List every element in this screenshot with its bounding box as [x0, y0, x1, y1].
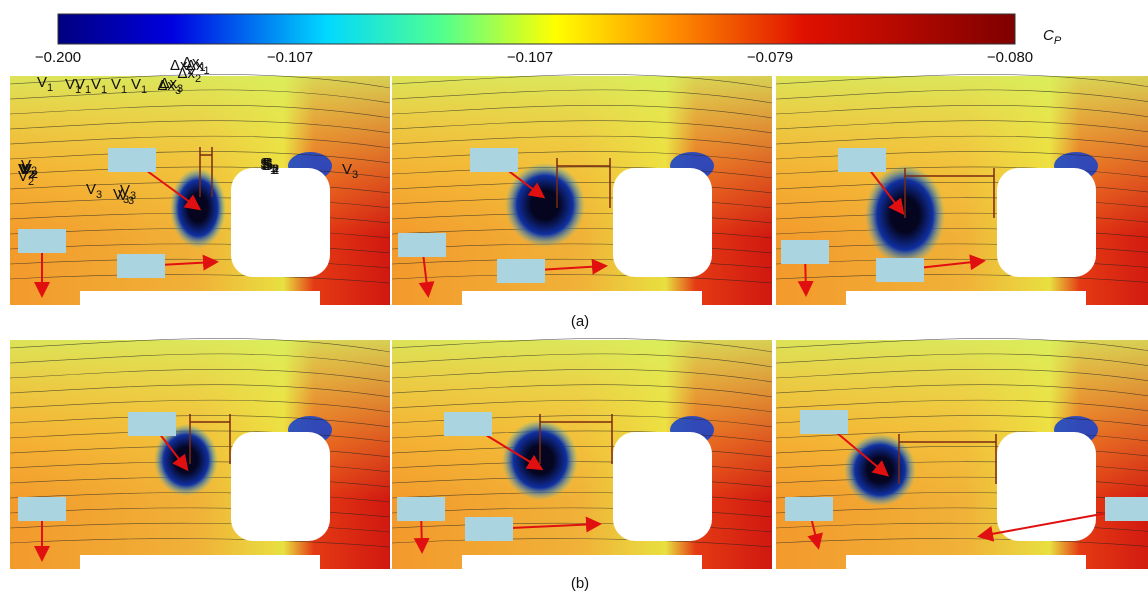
- body-label-sub: 3: [272, 165, 278, 177]
- vortex-label-box: [781, 240, 829, 264]
- ground: [846, 555, 1086, 569]
- bluff-body: [231, 432, 330, 541]
- vortex-label-main: V: [131, 76, 141, 93]
- vortex-label-sub: 1: [47, 82, 53, 94]
- vortex-label-sub: 1: [75, 84, 81, 96]
- vortex: [505, 163, 585, 247]
- vortex-label-box: [470, 148, 518, 172]
- colorbar-tick-label: −0.200: [35, 49, 81, 66]
- bluff-body: [231, 168, 330, 277]
- vortex-label-main: V: [111, 76, 121, 93]
- vortex-label-sub: 3: [96, 189, 102, 201]
- vortex-label-main: V: [37, 74, 47, 91]
- flow-panel: [392, 74, 772, 305]
- vortex-label-sub: 1: [121, 84, 127, 96]
- colorbar-label: CP: [1043, 27, 1062, 47]
- flow-panel: [392, 338, 772, 569]
- vortex-label-sub: 1: [141, 84, 147, 96]
- vortex-label-box: [444, 412, 492, 436]
- gap-label-main: Δx: [170, 57, 188, 74]
- vortex-label-main: V: [342, 161, 352, 178]
- flow-panel: [10, 338, 390, 569]
- vortex-label-main: V: [22, 161, 32, 178]
- vortex-label-main: V: [86, 181, 96, 198]
- flow-panel: [776, 338, 1148, 569]
- vortex-label-box: [117, 254, 165, 278]
- colorbar-tick-label: −0.079: [747, 49, 793, 66]
- vortex-label-box: [800, 410, 848, 434]
- colorbar-tick-label: −0.080: [987, 49, 1033, 66]
- row-caption: (b): [571, 575, 589, 592]
- vortex-label-box: [1105, 497, 1148, 521]
- ground: [462, 291, 702, 305]
- gap-label-sub: 1: [204, 65, 210, 77]
- gap-label-sub: 2: [188, 65, 194, 77]
- vortex-label-sub: 3: [352, 169, 358, 181]
- vortex-label-box: [465, 517, 513, 541]
- colorbar-tick-label: −0.107: [267, 49, 313, 66]
- ground: [80, 555, 320, 569]
- flow-panel: [776, 74, 1148, 305]
- row-caption: (a): [571, 313, 589, 330]
- vortex-label-box: [876, 258, 924, 282]
- colorbar: [58, 14, 1015, 44]
- vortex-label-box: [838, 148, 886, 172]
- vortex-label-sub: 1: [85, 84, 91, 96]
- vortex-label-box: [397, 497, 445, 521]
- vortex-label-box: [108, 148, 156, 172]
- pressure-overlay: [392, 340, 772, 569]
- vortex-label-sub: 3: [123, 194, 129, 206]
- vortex-label-main: V: [65, 76, 75, 93]
- vortex-label-box: [18, 229, 66, 253]
- vortex-label-main: V: [91, 76, 101, 93]
- figure: −0.200−0.107−0.107−0.079−0.080CPΔx1S1V1V…: [0, 0, 1148, 597]
- gap-label-sub: 2: [195, 73, 201, 85]
- vortex-label-sub: 2: [32, 169, 38, 181]
- vortex-label-box: [785, 497, 833, 521]
- vortex-label-sub: 1: [101, 84, 107, 96]
- vortex-label-main: V: [113, 186, 123, 203]
- bluff-body: [613, 432, 712, 541]
- vortex-label-box: [18, 497, 66, 521]
- gap-label-sub: 3: [175, 85, 181, 97]
- vortex-label-box: [398, 233, 446, 257]
- bluff-body: [613, 168, 712, 277]
- ground: [846, 291, 1086, 305]
- colorbar-label-sub: P: [1054, 35, 1062, 47]
- vortex-label-box: [128, 412, 176, 436]
- flow-panel: [10, 74, 390, 305]
- vortex-label-box: [497, 259, 545, 283]
- colorbar-label-main: C: [1043, 27, 1054, 44]
- body-label-main: S: [262, 157, 272, 174]
- gap-label-main: Δx: [158, 77, 176, 94]
- ground: [462, 555, 702, 569]
- ground: [80, 291, 320, 305]
- page: {"colorbar":{"label":{"main":"C","sub":"…: [0, 0, 1148, 602]
- colorbar-tick-label: −0.107: [507, 49, 553, 66]
- bluff-body: [997, 168, 1096, 277]
